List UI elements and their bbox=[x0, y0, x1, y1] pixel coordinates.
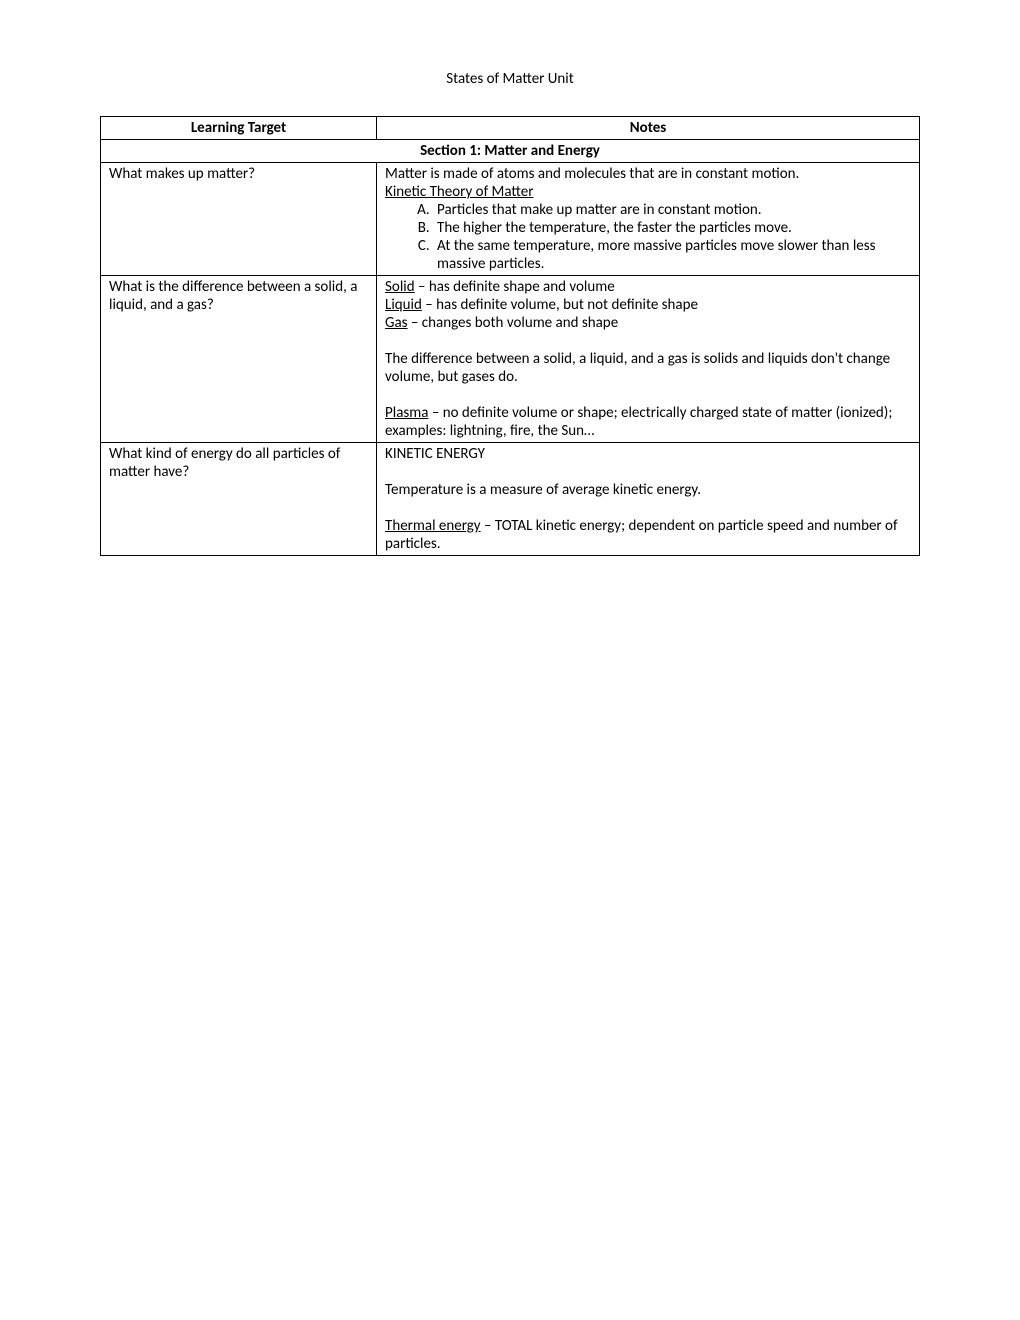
header-learning-target: Learning Target bbox=[101, 117, 377, 140]
document-title: States of Matter Unit bbox=[100, 70, 920, 88]
question-cell: What is the difference between a solid, … bbox=[101, 276, 377, 443]
solid-label: Solid bbox=[385, 278, 415, 296]
question-cell: What makes up matter? bbox=[101, 163, 377, 276]
question-cell: What kind of energy do all particles of … bbox=[101, 443, 377, 556]
answer-intro: Matter is made of atoms and molecules th… bbox=[385, 165, 911, 183]
kinetic-energy-text: KINETIC ENERGY bbox=[385, 445, 911, 463]
plasma-line: Plasma – no definite volume or shape; el… bbox=[385, 404, 911, 440]
list-item: The higher the temperature, the faster t… bbox=[433, 219, 911, 237]
section-header-row: Section 1: Matter and Energy bbox=[101, 140, 920, 163]
liquid-line: Liquid – has definite volume, but not de… bbox=[385, 296, 911, 314]
gas-text: – changes both volume and shape bbox=[408, 314, 619, 332]
notes-table: Learning Target Notes Section 1: Matter … bbox=[100, 116, 920, 556]
table-row: What makes up matter? Matter is made of … bbox=[101, 163, 920, 276]
list-item: At the same temperature, more massive pa… bbox=[433, 237, 911, 273]
plasma-text: – no definite volume or shape; electrica… bbox=[385, 404, 892, 440]
page-container: States of Matter Unit Learning Target No… bbox=[0, 0, 1020, 626]
section-header: Section 1: Matter and Energy bbox=[101, 140, 920, 163]
liquid-label: Liquid bbox=[385, 296, 422, 314]
answer-cell: Matter is made of atoms and molecules th… bbox=[377, 163, 920, 276]
kinetic-theory-list: Particles that make up matter are in con… bbox=[385, 201, 911, 273]
header-notes: Notes bbox=[377, 117, 920, 140]
plasma-label: Plasma bbox=[385, 404, 428, 422]
temperature-text: Temperature is a measure of average kine… bbox=[385, 481, 911, 499]
answer-cell: Solid – has definite shape and volume Li… bbox=[377, 276, 920, 443]
gas-line: Gas – changes both volume and shape bbox=[385, 314, 911, 332]
solid-text: – has definite shape and volume bbox=[415, 278, 615, 296]
list-item: Particles that make up matter are in con… bbox=[433, 201, 911, 219]
solid-line: Solid – has definite shape and volume bbox=[385, 278, 911, 296]
thermal-line: Thermal energy – TOTAL kinetic energy; d… bbox=[385, 517, 911, 553]
liquid-text: – has definite volume, but not definite … bbox=[422, 296, 698, 314]
answer-cell: KINETIC ENERGY Temperature is a measure … bbox=[377, 443, 920, 556]
difference-text: The difference between a solid, a liquid… bbox=[385, 350, 911, 386]
table-row: What kind of energy do all particles of … bbox=[101, 443, 920, 556]
gas-label: Gas bbox=[385, 314, 408, 332]
table-header-row: Learning Target Notes bbox=[101, 117, 920, 140]
table-row: What is the difference between a solid, … bbox=[101, 276, 920, 443]
answer-subtitle: Kinetic Theory of Matter bbox=[385, 183, 533, 201]
thermal-label: Thermal energy bbox=[385, 517, 481, 535]
